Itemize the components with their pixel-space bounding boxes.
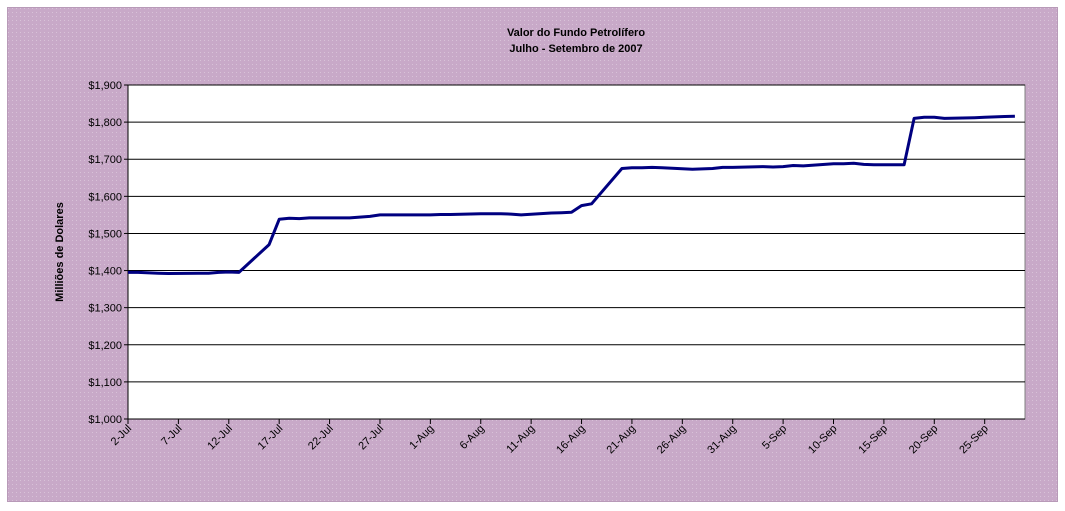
y-tick-label: $1,700	[88, 154, 122, 166]
y-axis-label: Milliões de Dolares	[54, 202, 66, 302]
y-tick-label: $1,900	[88, 80, 122, 92]
y-tick-label: $1,300	[88, 303, 122, 315]
plot-area	[127, 84, 1026, 420]
y-tick-label: $1,800	[88, 117, 122, 129]
y-tick-label: $1,400	[88, 266, 122, 278]
chart-title: Valor do Fundo Petrolífero	[507, 27, 645, 39]
y-tick-label: $1,100	[88, 377, 122, 389]
y-tick-label: $1,600	[88, 191, 122, 203]
y-tick-label: $1,200	[88, 340, 122, 352]
y-tick-label: $1,000	[88, 414, 122, 426]
chart-subtitle: Julho - Setembro de 2007	[509, 43, 642, 55]
y-tick-label: $1,500	[88, 228, 122, 240]
data-line	[128, 114, 1015, 275]
